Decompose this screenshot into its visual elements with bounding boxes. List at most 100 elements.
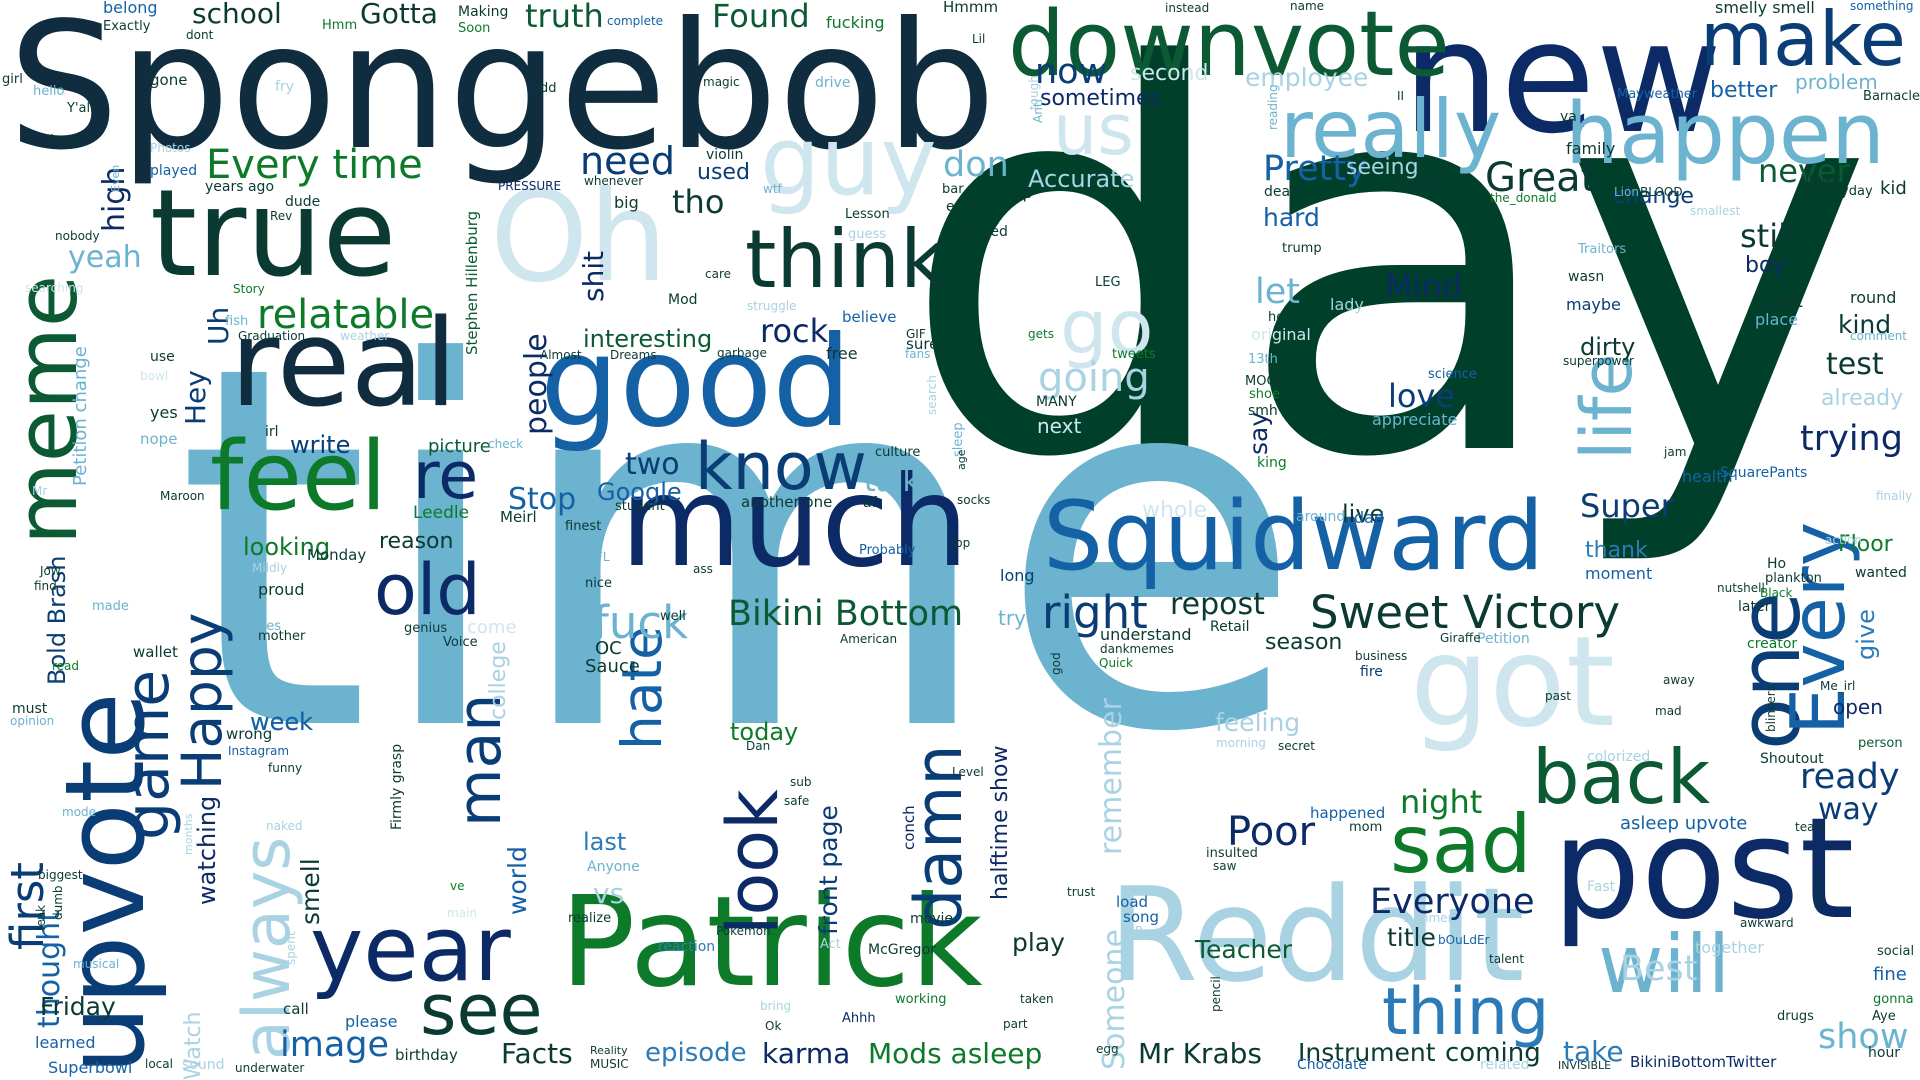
word-227: bring: [760, 999, 792, 1013]
word-292: MOOD: [1245, 374, 1287, 389]
word-191: Lesson: [845, 207, 890, 222]
word-323: tough: [1027, 75, 1041, 110]
word-392: sound: [182, 1057, 225, 1073]
word-143: Petition change: [70, 346, 91, 486]
word-251: morning: [1216, 736, 1266, 750]
word-56: now: [1035, 52, 1108, 92]
word-247: saw: [1213, 859, 1237, 873]
word-242: load: [1116, 893, 1149, 911]
word-229: part: [1003, 1017, 1028, 1031]
word-144: Stephen Hillenburg: [463, 210, 481, 355]
word-352: allowed: [954, 224, 1008, 240]
word-235: movie: [910, 911, 953, 927]
word-268: worst: [1811, 872, 1826, 908]
word-189: Hip: [1006, 183, 1033, 202]
word-180: free: [826, 344, 858, 363]
word-217: Quick: [1099, 656, 1133, 670]
word-168: please: [345, 1012, 398, 1031]
word-209: student: [615, 499, 665, 514]
word-340: Irma: [50, 133, 80, 148]
word-361: age: [955, 449, 968, 471]
word-111: front page: [814, 805, 843, 935]
word-374: Voice: [443, 635, 478, 650]
word-250: secret: [1278, 739, 1315, 753]
word-303: though: [1395, 176, 1445, 192]
word-42: go: [1060, 283, 1154, 371]
word-310: family: [1566, 139, 1616, 158]
word-90: Hey: [179, 370, 212, 425]
word-326: magic: [703, 75, 740, 89]
word-244: RIP: [1123, 924, 1143, 938]
word-82: title: [1387, 923, 1436, 952]
word-214: long: [1000, 566, 1035, 585]
word-316: instead: [1165, 1, 1210, 15]
word-230: taken: [1020, 992, 1054, 1006]
word-53: image: [280, 1025, 390, 1065]
word-197: Graduation: [238, 329, 306, 343]
word-238: sub: [790, 775, 812, 789]
word-379: Instagram: [228, 744, 290, 758]
word-37: life: [1566, 353, 1648, 460]
word-61: going: [1038, 355, 1150, 401]
word-136: change: [1613, 184, 1694, 209]
word-66: test: [1826, 347, 1884, 382]
word-117: Friday: [40, 992, 116, 1021]
word-129: better: [1710, 78, 1778, 103]
word-107: smell: [296, 858, 325, 925]
word-317: name: [1290, 0, 1325, 13]
word-246: insulted: [1206, 846, 1258, 861]
word-308: kid: [1880, 178, 1907, 199]
word-280: wanted: [1855, 565, 1907, 581]
word-345: violin: [706, 147, 744, 163]
word-83: way: [1818, 792, 1879, 827]
word-270: tears: [1795, 820, 1826, 834]
word-150: wait: [1765, 291, 1803, 312]
word-226: Ok: [765, 1019, 782, 1033]
word-290: science: [1428, 367, 1477, 382]
word-58: Mind: [1385, 267, 1463, 305]
word-103: reason: [379, 529, 454, 554]
word-245: egg: [1096, 1042, 1119, 1056]
word-166: proud: [258, 580, 305, 599]
word-383: Firmly grasp: [389, 743, 405, 830]
word-149: learned: [35, 1033, 96, 1052]
word-125: Floor: [1838, 532, 1893, 557]
word-157: moment: [1585, 564, 1653, 583]
word-297: around: [1296, 509, 1346, 525]
word-221: fire: [1360, 664, 1383, 680]
word-284: jam: [1664, 445, 1687, 459]
word-223: Chocolate: [1297, 1057, 1368, 1073]
word-347: LEG: [1095, 275, 1121, 290]
word-19: really: [1280, 83, 1502, 176]
word-277: plankton: [1765, 571, 1822, 586]
word-96: two: [625, 447, 680, 482]
word-131: employee: [1245, 63, 1369, 92]
word-186: care: [705, 267, 732, 281]
word-119: college: [486, 641, 511, 720]
word-364: bowl: [140, 369, 169, 383]
word-57: need: [580, 139, 675, 183]
word-15: got: [1410, 610, 1615, 755]
word-346: wtf: [763, 182, 782, 196]
word-348: gets: [1028, 327, 1054, 341]
word-163: Sauce: [585, 656, 640, 677]
word-275: later: [1738, 599, 1771, 615]
word-342: Even: [109, 164, 122, 192]
word-331: Hmm: [322, 18, 358, 33]
word-257: related: [1480, 1057, 1530, 1073]
word-24: know: [695, 430, 867, 505]
word-154: lady: [1330, 295, 1364, 314]
word-78: coming: [1445, 1038, 1541, 1068]
word-329: Making: [458, 4, 509, 20]
word-153: maybe: [1566, 295, 1621, 314]
word-22: think: [745, 213, 947, 306]
word-71: show: [1818, 1017, 1909, 1057]
word-114: remember: [1094, 698, 1129, 855]
word-122: hard: [1263, 203, 1320, 232]
word-261: Aye: [1872, 1009, 1896, 1024]
word-26: back: [1532, 733, 1711, 821]
word-35: look: [712, 789, 794, 935]
word-128: kind: [1838, 310, 1892, 339]
word-147: understand: [1100, 625, 1192, 644]
word-368: made: [92, 599, 129, 614]
